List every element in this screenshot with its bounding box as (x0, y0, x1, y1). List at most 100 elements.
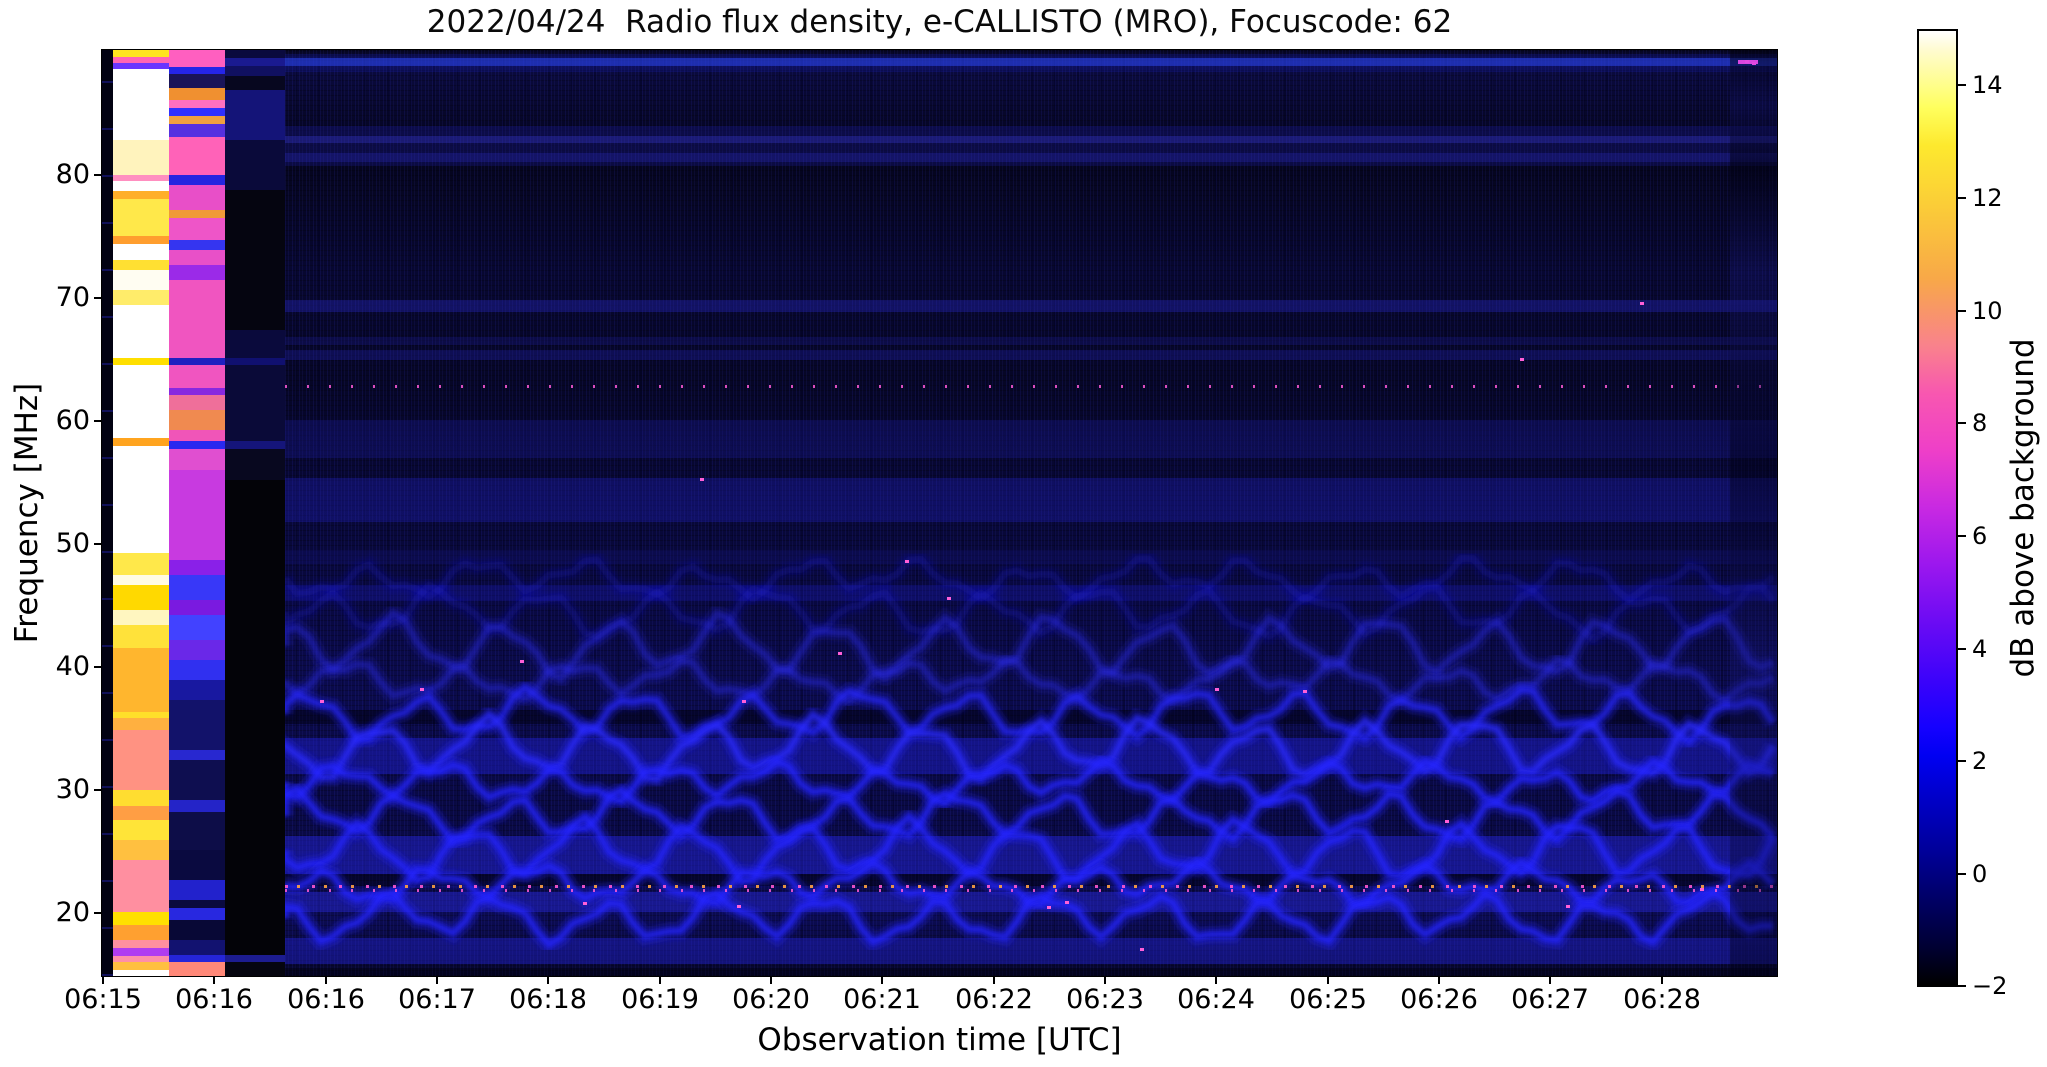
x-tick-mark (436, 976, 438, 984)
colorbar-tick-mark (1958, 422, 1966, 424)
x-tick-mark (325, 976, 327, 984)
x-tick-label: 06:19 (621, 984, 699, 1015)
y-tick-mark (94, 543, 102, 545)
rfi-speckle (1215, 688, 1219, 691)
x-tick-mark (881, 976, 883, 984)
rfi-line-23mhz-b (285, 889, 1777, 892)
rfi-speckle (1445, 820, 1449, 823)
rfi-speckle (737, 905, 741, 908)
rfi-speckle (838, 652, 842, 655)
x-tick-mark (102, 976, 104, 984)
x-tick-label: 06:27 (1511, 984, 1589, 1015)
spectrogram-noise-region (285, 50, 1777, 976)
band-80mhz-line2 (285, 153, 1777, 162)
y-axis-label: Frequency [MHz] (9, 382, 45, 644)
x-tick-mark (1549, 976, 1551, 984)
x-tick-mark (213, 976, 215, 984)
y-tick-label: 30 (55, 774, 90, 805)
colorbar-tick-mark (1958, 535, 1966, 537)
band-87mhz-line (285, 58, 1777, 66)
colorbar-tick-mark (1958, 760, 1966, 762)
rfi-speckle (947, 597, 951, 600)
colorbar-tick-mark (1958, 985, 1966, 987)
x-tick-mark (1104, 976, 1106, 984)
x-tick-mark (1215, 976, 1217, 984)
y-tick-mark (94, 420, 102, 422)
rfi-speckle (905, 560, 909, 563)
band-80mhz-line1 (285, 136, 1777, 143)
x-tick-mark (770, 976, 772, 984)
colorbar-label: dB above background (2005, 338, 2041, 678)
band-43mhz (285, 478, 1777, 522)
band-48mhz (285, 420, 1777, 458)
rfi-speckle (1303, 690, 1307, 693)
colorbar-tick-mark (1958, 84, 1966, 86)
band-65mhz (285, 300, 1777, 312)
x-tick-label: 06:28 (1623, 984, 1701, 1015)
band-80mhz (285, 126, 1777, 166)
spectrogram-plot (101, 49, 1778, 977)
y-tick-mark (94, 789, 102, 791)
x-tick-label: 06:18 (509, 984, 587, 1015)
data-gap-column (225, 50, 285, 976)
y-tick-label: 80 (55, 159, 90, 190)
colorbar-tick-mark (1958, 873, 1966, 875)
rfi-speckle (1566, 905, 1570, 908)
y-tick-mark (94, 297, 102, 299)
colorbar-tick-label: 6 (1972, 522, 1988, 550)
right-edge-disturbance (1730, 50, 1777, 976)
x-tick-mark (1438, 976, 1440, 984)
y-tick-mark (94, 666, 102, 668)
colorbar-tick-label: −2 (1972, 972, 2008, 1000)
x-tick-label: 06:23 (1066, 984, 1144, 1015)
x-tick-label: 06:16 (175, 984, 253, 1015)
fringe-row-5 (285, 938, 1777, 964)
x-tick-label: 06:24 (1177, 984, 1255, 1015)
y-tick-label: 20 (55, 897, 90, 928)
y-tick-label: 70 (55, 282, 90, 313)
colorbar-tick-label: 2 (1972, 747, 1988, 775)
rfi-line-23mhz-a (285, 885, 1777, 888)
rfi-speckle (583, 902, 587, 905)
x-tick-mark (547, 976, 549, 984)
colorbar-tick-label: 0 (1972, 860, 1988, 888)
colorbar (1917, 29, 1958, 987)
rfi-speckle (1745, 60, 1749, 63)
y-tick-label: 50 (55, 528, 90, 559)
x-tick-label: 06:25 (1289, 984, 1367, 1015)
rfi-speckle (700, 478, 704, 481)
y-tick-mark (94, 174, 102, 176)
fringe-wave-path (285, 784, 1776, 847)
rfi-speckle (1752, 62, 1756, 65)
rfi-speckle (1700, 888, 1704, 891)
x-tick-mark (993, 976, 995, 984)
colorbar-tick-label: 12 (1972, 184, 2003, 212)
band-37mhz-dark (285, 550, 1777, 564)
band-62mhz (285, 350, 1777, 360)
rfi-speckle (742, 700, 746, 703)
x-tick-label: 06:26 (1400, 984, 1478, 1015)
rfi-speckle (1065, 901, 1069, 904)
y-tick-label: 60 (55, 405, 90, 436)
colorbar-tick-label: 10 (1972, 297, 2003, 325)
rfi-line-63mhz (285, 385, 1777, 388)
x-axis-label: Observation time [UTC] (757, 1022, 1122, 1058)
x-tick-label: 06:20 (732, 984, 810, 1015)
rfi-speckle (1520, 358, 1524, 361)
x-tick-label: 06:16 (287, 984, 365, 1015)
x-tick-label: 06:21 (843, 984, 921, 1015)
colorbar-tick-mark (1958, 197, 1966, 199)
left-edge-column (102, 50, 113, 976)
ionospheric-fringe-waves (285, 549, 1777, 957)
rfi-speckle (1047, 906, 1051, 909)
band-64mhz (285, 337, 1777, 345)
colorbar-tick-label: 14 (1972, 71, 2003, 99)
x-tick-mark (1327, 976, 1329, 984)
dark-gap-row-3 (285, 968, 1777, 976)
fringe-wave-path (285, 608, 1775, 684)
colorbar-tick-mark (1958, 310, 1966, 312)
pink-striped-column (169, 50, 225, 976)
chart-title: 2022/04/24 Radio flux density, e-CALLIST… (426, 4, 1453, 40)
y-tick-mark (94, 912, 102, 914)
rfi-speckle (420, 688, 424, 691)
